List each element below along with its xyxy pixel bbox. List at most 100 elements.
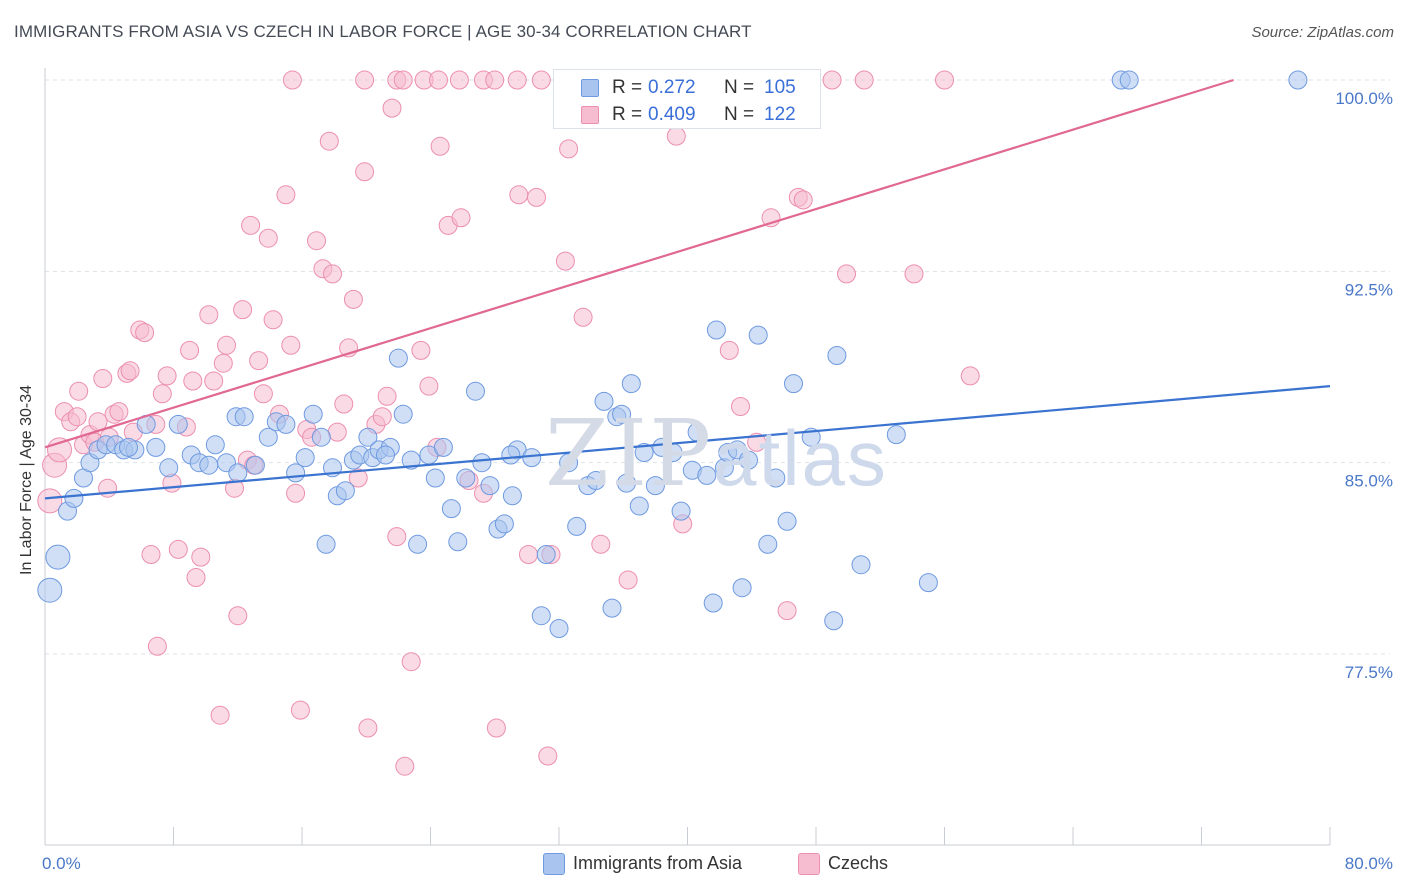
legend-label-asia: Immigrants from Asia — [573, 853, 743, 873]
data-point-asia — [697, 465, 717, 485]
legend-r-label: R = — [612, 77, 643, 98]
data-point-asia — [739, 450, 758, 470]
data-point-asia — [316, 534, 336, 554]
data-point-czechs — [837, 264, 856, 284]
data-point-czechs — [157, 366, 177, 386]
data-point-czechs — [538, 746, 558, 766]
data-point-czechs — [777, 601, 797, 621]
grid-layer — [45, 79, 1390, 655]
data-point-czechs — [290, 700, 310, 720]
legend-r-value: 0.409 — [648, 104, 696, 125]
legend-n-value: 105 — [764, 77, 796, 98]
watermark: ZIPatlas — [545, 400, 888, 507]
data-point-asia — [472, 453, 492, 473]
data-point-asia — [335, 481, 355, 501]
data-point-asia — [612, 404, 632, 424]
data-point-asia — [494, 514, 514, 534]
data-point-czechs — [199, 305, 219, 325]
data-point-czechs — [591, 534, 611, 554]
data-point-asia — [851, 555, 871, 575]
data-point-asia — [456, 468, 476, 488]
data-point-czechs — [618, 570, 638, 590]
data-point-czechs — [109, 402, 129, 422]
data-point-czechs — [233, 300, 253, 320]
data-point-asia — [441, 499, 461, 519]
data-point-asia — [536, 545, 556, 564]
data-point-czechs — [573, 307, 593, 327]
data-point-asia — [827, 346, 847, 365]
legend-n-label: N = — [724, 77, 755, 98]
data-point-czechs — [210, 705, 230, 725]
data-point-czechs — [935, 70, 954, 90]
data-point-asia — [531, 606, 551, 626]
data-point-asia — [401, 450, 421, 470]
data-point-asia — [522, 448, 542, 468]
data-point-czechs — [213, 353, 233, 373]
chart-source: Source: ZipAtlas.com — [1251, 24, 1394, 41]
data-point-czechs — [204, 371, 224, 391]
trend-layer — [44, 78, 1331, 500]
data-point-asia — [703, 593, 723, 613]
data-point-czechs — [93, 369, 113, 388]
data-point-czechs — [249, 351, 269, 371]
data-point-asia — [466, 381, 485, 401]
data-point-asia — [358, 427, 378, 447]
data-point-czechs — [307, 231, 326, 251]
data-point-asia — [586, 471, 606, 490]
data-point-asia — [918, 573, 938, 593]
data-point-asia — [671, 501, 691, 521]
legend-n-label: N = — [724, 104, 755, 125]
y-tick-label: 92.5% — [1345, 280, 1393, 299]
data-point-asia — [146, 437, 166, 457]
data-point-czechs — [186, 568, 206, 587]
data-point-asia — [621, 374, 641, 394]
data-point-asia — [119, 437, 138, 457]
data-point-czechs — [327, 422, 347, 442]
data-point-czechs — [531, 70, 551, 90]
data-point-asia — [45, 544, 71, 570]
data-point-asia — [784, 374, 803, 394]
y-tick-label: 77.5% — [1345, 663, 1393, 682]
data-point-asia — [567, 516, 587, 536]
data-point-czechs — [854, 70, 874, 90]
data-point-asia — [1119, 70, 1139, 90]
data-point-czechs — [509, 185, 529, 205]
data-point-asia — [617, 473, 636, 493]
data-point-czechs — [519, 545, 538, 564]
data-point-czechs — [719, 340, 739, 360]
data-point-asia — [228, 463, 248, 483]
data-point-czechs — [319, 131, 339, 151]
data-point-czechs — [793, 190, 813, 210]
tick-label-layer: 77.5% 85.0% 92.5% 100.0% 0.0% 80.0% — [42, 89, 1393, 873]
data-point-czechs — [822, 70, 842, 90]
data-point-czechs — [217, 335, 236, 355]
data-point-asia — [777, 511, 797, 531]
data-point-czechs — [135, 323, 155, 343]
data-point-czechs — [666, 126, 686, 146]
data-point-czechs — [281, 335, 301, 355]
data-point-czechs — [253, 384, 273, 404]
data-point-asia — [602, 598, 622, 618]
data-point-asia — [303, 404, 323, 424]
data-point-czechs — [449, 70, 469, 90]
x-tick-label: 80.0% — [1345, 854, 1393, 873]
data-point-czechs — [387, 527, 407, 547]
data-point-asia — [766, 468, 786, 488]
data-point-asia — [388, 348, 408, 368]
data-point-czechs — [241, 215, 261, 235]
data-point-asia — [645, 476, 665, 496]
data-point-czechs — [286, 483, 306, 503]
data-point-asia — [480, 476, 500, 496]
data-point-czechs — [263, 310, 283, 330]
data-point-asia — [245, 455, 265, 475]
data-point-asia — [276, 414, 296, 434]
data-point-czechs — [282, 70, 302, 90]
data-point-asia — [886, 425, 906, 445]
data-point-czechs — [747, 432, 767, 452]
data-point-czechs — [485, 70, 505, 90]
y-axis-label: In Labor Force | Age 30-34 — [18, 384, 35, 575]
data-point-czechs — [393, 70, 413, 90]
data-point-czechs — [67, 407, 87, 427]
data-point-czechs — [555, 251, 575, 271]
legend-row-czechs: R = 0.409 N = 122 — [554, 101, 822, 127]
